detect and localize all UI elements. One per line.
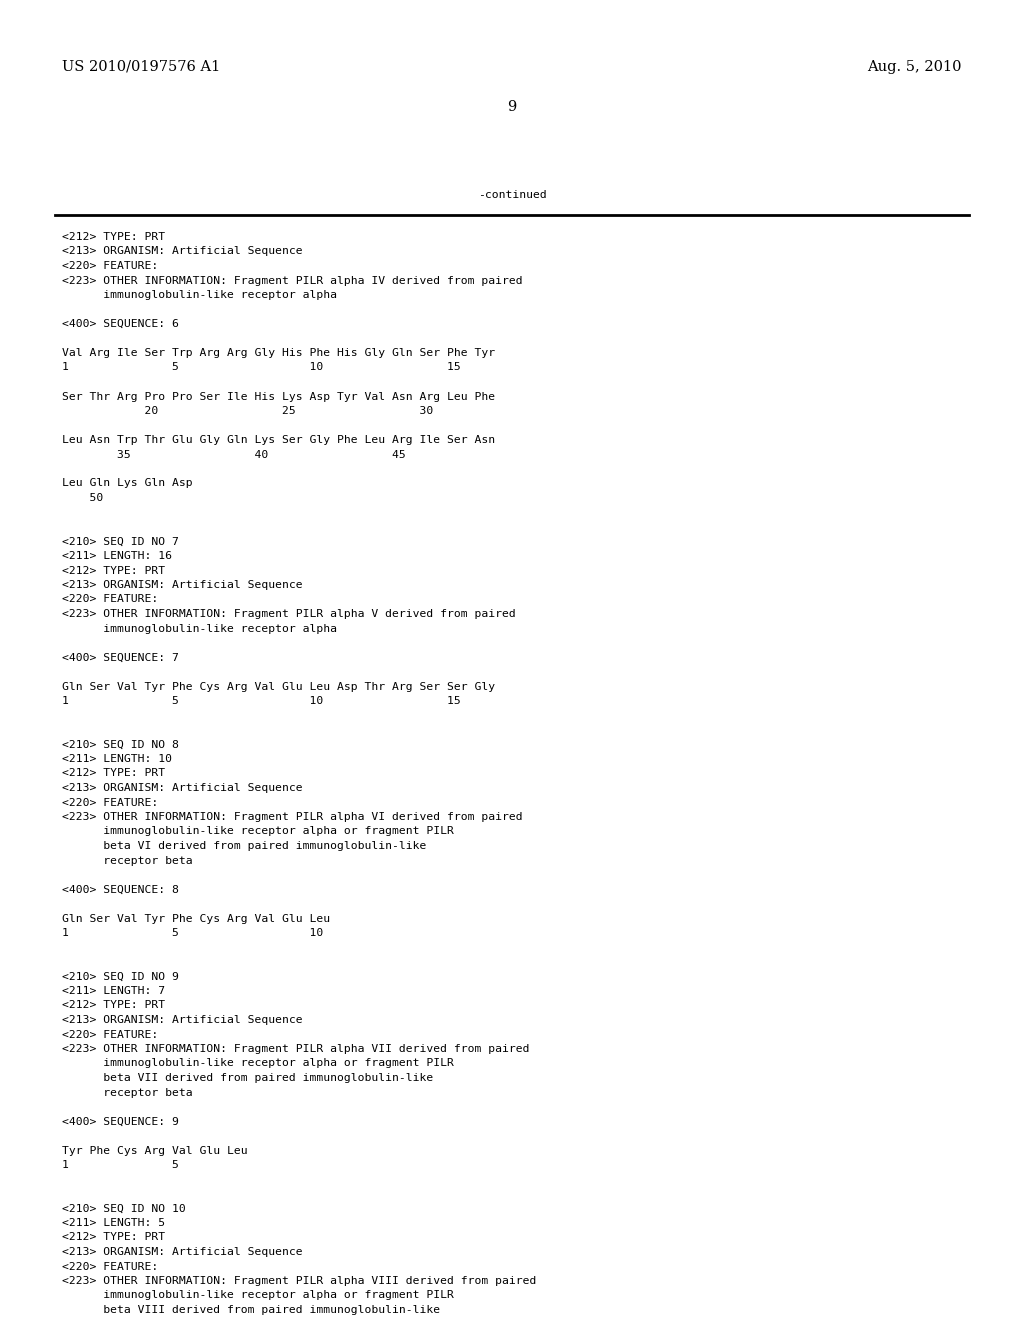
- Text: <212> TYPE: PRT: <212> TYPE: PRT: [62, 232, 165, 242]
- Text: <210> SEQ ID NO 9: <210> SEQ ID NO 9: [62, 972, 179, 982]
- Text: Gln Ser Val Tyr Phe Cys Arg Val Glu Leu: Gln Ser Val Tyr Phe Cys Arg Val Glu Leu: [62, 913, 330, 924]
- Text: <211> LENGTH: 5: <211> LENGTH: 5: [62, 1218, 165, 1228]
- Text: <223> OTHER INFORMATION: Fragment PILR alpha IV derived from paired: <223> OTHER INFORMATION: Fragment PILR a…: [62, 276, 522, 285]
- Text: <213> ORGANISM: Artificial Sequence: <213> ORGANISM: Artificial Sequence: [62, 1015, 303, 1026]
- Text: <210> SEQ ID NO 10: <210> SEQ ID NO 10: [62, 1204, 185, 1213]
- Text: <400> SEQUENCE: 8: <400> SEQUENCE: 8: [62, 884, 179, 895]
- Text: -continued: -continued: [477, 190, 547, 201]
- Text: 1               5                   10                  15: 1 5 10 15: [62, 363, 461, 372]
- Text: <213> ORGANISM: Artificial Sequence: <213> ORGANISM: Artificial Sequence: [62, 579, 303, 590]
- Text: Val Arg Ile Ser Trp Arg Arg Gly His Phe His Gly Gln Ser Phe Tyr: Val Arg Ile Ser Trp Arg Arg Gly His Phe …: [62, 348, 496, 358]
- Text: 9: 9: [507, 100, 517, 114]
- Text: Ser Thr Arg Pro Pro Ser Ile His Lys Asp Tyr Val Asn Arg Leu Phe: Ser Thr Arg Pro Pro Ser Ile His Lys Asp …: [62, 392, 496, 401]
- Text: <400> SEQUENCE: 9: <400> SEQUENCE: 9: [62, 1117, 179, 1126]
- Text: 20                  25                  30: 20 25 30: [62, 407, 433, 416]
- Text: <400> SEQUENCE: 7: <400> SEQUENCE: 7: [62, 652, 179, 663]
- Text: <213> ORGANISM: Artificial Sequence: <213> ORGANISM: Artificial Sequence: [62, 783, 303, 793]
- Text: 50: 50: [62, 492, 103, 503]
- Text: <210> SEQ ID NO 8: <210> SEQ ID NO 8: [62, 739, 179, 750]
- Text: immunoglobulin-like receptor alpha or fragment PILR: immunoglobulin-like receptor alpha or fr…: [62, 1291, 454, 1300]
- Text: <212> TYPE: PRT: <212> TYPE: PRT: [62, 1001, 165, 1011]
- Text: beta VIII derived from paired immunoglobulin-like: beta VIII derived from paired immunoglob…: [62, 1305, 440, 1315]
- Text: <223> OTHER INFORMATION: Fragment PILR alpha VIII derived from paired: <223> OTHER INFORMATION: Fragment PILR a…: [62, 1276, 537, 1286]
- Text: <212> TYPE: PRT: <212> TYPE: PRT: [62, 1233, 165, 1242]
- Text: immunoglobulin-like receptor alpha or fragment PILR: immunoglobulin-like receptor alpha or fr…: [62, 826, 454, 837]
- Text: <212> TYPE: PRT: <212> TYPE: PRT: [62, 565, 165, 576]
- Text: immunoglobulin-like receptor alpha: immunoglobulin-like receptor alpha: [62, 623, 337, 634]
- Text: Aug. 5, 2010: Aug. 5, 2010: [867, 59, 962, 74]
- Text: Tyr Phe Cys Arg Val Glu Leu: Tyr Phe Cys Arg Val Glu Leu: [62, 1146, 248, 1155]
- Text: beta VII derived from paired immunoglobulin-like: beta VII derived from paired immunoglobu…: [62, 1073, 433, 1082]
- Text: <211> LENGTH: 10: <211> LENGTH: 10: [62, 754, 172, 764]
- Text: <223> OTHER INFORMATION: Fragment PILR alpha V derived from paired: <223> OTHER INFORMATION: Fragment PILR a…: [62, 609, 516, 619]
- Text: beta VI derived from paired immunoglobulin-like: beta VI derived from paired immunoglobul…: [62, 841, 426, 851]
- Text: 1               5: 1 5: [62, 1160, 179, 1170]
- Text: <210> SEQ ID NO 7: <210> SEQ ID NO 7: [62, 536, 179, 546]
- Text: <220> FEATURE:: <220> FEATURE:: [62, 261, 159, 271]
- Text: <213> ORGANISM: Artificial Sequence: <213> ORGANISM: Artificial Sequence: [62, 1247, 303, 1257]
- Text: <223> OTHER INFORMATION: Fragment PILR alpha VI derived from paired: <223> OTHER INFORMATION: Fragment PILR a…: [62, 812, 522, 822]
- Text: <400> SEQUENCE: 6: <400> SEQUENCE: 6: [62, 319, 179, 329]
- Text: <211> LENGTH: 16: <211> LENGTH: 16: [62, 550, 172, 561]
- Text: Leu Gln Lys Gln Asp: Leu Gln Lys Gln Asp: [62, 479, 193, 488]
- Text: <223> OTHER INFORMATION: Fragment PILR alpha VII derived from paired: <223> OTHER INFORMATION: Fragment PILR a…: [62, 1044, 529, 1053]
- Text: immunoglobulin-like receptor alpha: immunoglobulin-like receptor alpha: [62, 290, 337, 300]
- Text: <220> FEATURE:: <220> FEATURE:: [62, 594, 159, 605]
- Text: Leu Asn Trp Thr Glu Gly Gln Lys Ser Gly Phe Leu Arg Ile Ser Asn: Leu Asn Trp Thr Glu Gly Gln Lys Ser Gly …: [62, 436, 496, 445]
- Text: immunoglobulin-like receptor alpha or fragment PILR: immunoglobulin-like receptor alpha or fr…: [62, 1059, 454, 1068]
- Text: <213> ORGANISM: Artificial Sequence: <213> ORGANISM: Artificial Sequence: [62, 247, 303, 256]
- Text: 1               5                   10: 1 5 10: [62, 928, 324, 939]
- Text: Gln Ser Val Tyr Phe Cys Arg Val Glu Leu Asp Thr Arg Ser Ser Gly: Gln Ser Val Tyr Phe Cys Arg Val Glu Leu …: [62, 681, 496, 692]
- Text: 35                  40                  45: 35 40 45: [62, 450, 406, 459]
- Text: US 2010/0197576 A1: US 2010/0197576 A1: [62, 59, 220, 74]
- Text: <211> LENGTH: 7: <211> LENGTH: 7: [62, 986, 165, 997]
- Text: <212> TYPE: PRT: <212> TYPE: PRT: [62, 768, 165, 779]
- Text: <220> FEATURE:: <220> FEATURE:: [62, 1262, 159, 1271]
- Text: <220> FEATURE:: <220> FEATURE:: [62, 1030, 159, 1040]
- Text: 1               5                   10                  15: 1 5 10 15: [62, 696, 461, 706]
- Text: receptor beta: receptor beta: [62, 855, 193, 866]
- Text: receptor beta: receptor beta: [62, 1088, 193, 1097]
- Text: <220> FEATURE:: <220> FEATURE:: [62, 797, 159, 808]
